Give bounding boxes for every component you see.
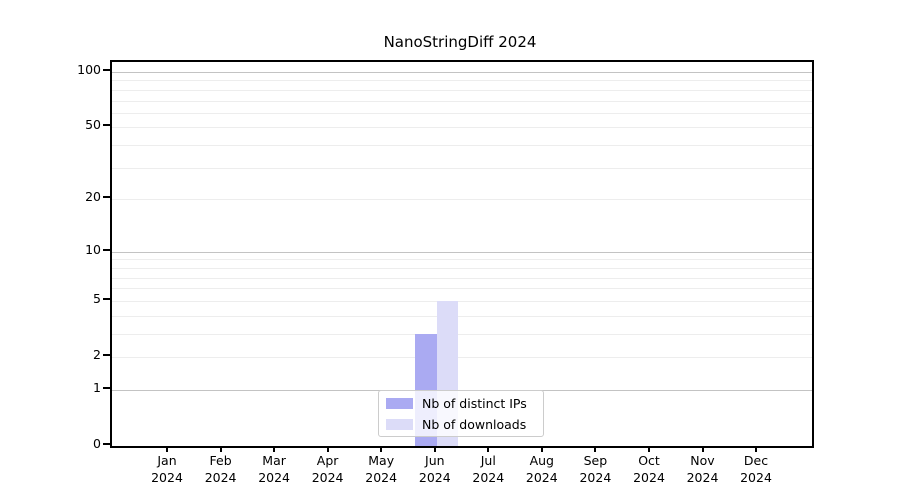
minor-gridline bbox=[112, 80, 812, 82]
minor-gridline bbox=[112, 100, 812, 102]
x-tick-label: Sep 2024 bbox=[579, 453, 612, 485]
x-tick-mark bbox=[701, 446, 704, 452]
x-tick-mark bbox=[487, 446, 490, 452]
y-tick-label: 50 bbox=[85, 117, 101, 133]
chart-title: NanoStringDiff 2024 bbox=[383, 33, 537, 51]
y-tick-mark bbox=[103, 386, 110, 389]
x-tick-label: Nov 2024 bbox=[686, 453, 719, 485]
minor-gridline bbox=[112, 199, 812, 201]
x-tick-mark bbox=[326, 446, 329, 452]
x-tick-label: Oct 2024 bbox=[633, 453, 665, 485]
x-tick-mark bbox=[648, 446, 650, 452]
x-tick-label: Apr 2024 bbox=[311, 453, 344, 485]
y-tick-label: 0 bbox=[93, 436, 101, 451]
y-tick-label: 1 bbox=[93, 379, 101, 395]
distinct-ips-swatch-icon bbox=[386, 397, 413, 409]
x-tick-label: May 2024 bbox=[365, 453, 398, 485]
downloads-swatch-icon bbox=[386, 418, 413, 430]
minor-gridline bbox=[112, 288, 812, 290]
x-tick-mark bbox=[755, 446, 757, 452]
x-tick-label: Jan 2024 bbox=[151, 453, 183, 485]
x-tick-label: Jul 2024 bbox=[472, 453, 505, 485]
legend-label-downloads: Nb of downloads bbox=[422, 416, 527, 432]
y-tick-label: 2 bbox=[93, 347, 101, 362]
x-tick-label: Feb 2024 bbox=[204, 453, 237, 485]
y-tick-mark bbox=[103, 297, 110, 300]
x-tick-label: Dec 2024 bbox=[740, 453, 772, 485]
y-tick-mark bbox=[103, 248, 110, 251]
y-tick-mark bbox=[103, 196, 110, 199]
x-tick-mark bbox=[540, 446, 543, 452]
y-tick-mark bbox=[103, 69, 110, 71]
x-tick-mark bbox=[594, 446, 597, 452]
y-tick-mark bbox=[103, 354, 110, 356]
y-tick-label: 100 bbox=[77, 62, 101, 77]
x-tick-label: Jun 2024 bbox=[418, 453, 451, 485]
minor-gridline bbox=[112, 112, 812, 114]
plot-area bbox=[110, 60, 814, 448]
x-tick-mark bbox=[219, 446, 222, 452]
minor-gridline bbox=[112, 357, 812, 358]
minor-gridline bbox=[112, 89, 812, 91]
major-gridline bbox=[112, 72, 812, 73]
minor-gridline bbox=[112, 145, 812, 147]
minor-gridline bbox=[112, 300, 812, 302]
x-tick-mark bbox=[166, 446, 168, 452]
minor-gridline bbox=[112, 259, 812, 261]
minor-gridline bbox=[112, 167, 812, 169]
x-tick-label: Mar 2024 bbox=[258, 453, 290, 485]
major-gridline bbox=[112, 251, 812, 253]
y-tick-label: 20 bbox=[85, 189, 101, 205]
legend-entry-distinct-ips: Nb of distinct IPs bbox=[386, 394, 543, 412]
x-tick-mark bbox=[273, 446, 276, 452]
minor-gridline bbox=[112, 333, 812, 335]
minor-gridline bbox=[112, 127, 812, 129]
y-tick-label: 10 bbox=[85, 241, 101, 257]
minor-gridline bbox=[112, 277, 812, 279]
legend-label-distinct-ips: Nb of distinct IPs bbox=[422, 395, 527, 411]
y-tick-label: 5 bbox=[93, 290, 101, 306]
legend-entry-downloads: Nb of downloads bbox=[386, 415, 543, 433]
y-tick-mark bbox=[103, 124, 110, 127]
minor-gridline bbox=[112, 267, 812, 269]
x-tick-mark bbox=[380, 446, 383, 452]
legend: Nb of distinct IPs Nb of downloads bbox=[378, 390, 544, 437]
y-tick-mark bbox=[103, 443, 110, 445]
x-tick-mark bbox=[433, 446, 436, 452]
x-tick-label: Aug 2024 bbox=[525, 453, 558, 485]
minor-gridline bbox=[112, 315, 812, 317]
